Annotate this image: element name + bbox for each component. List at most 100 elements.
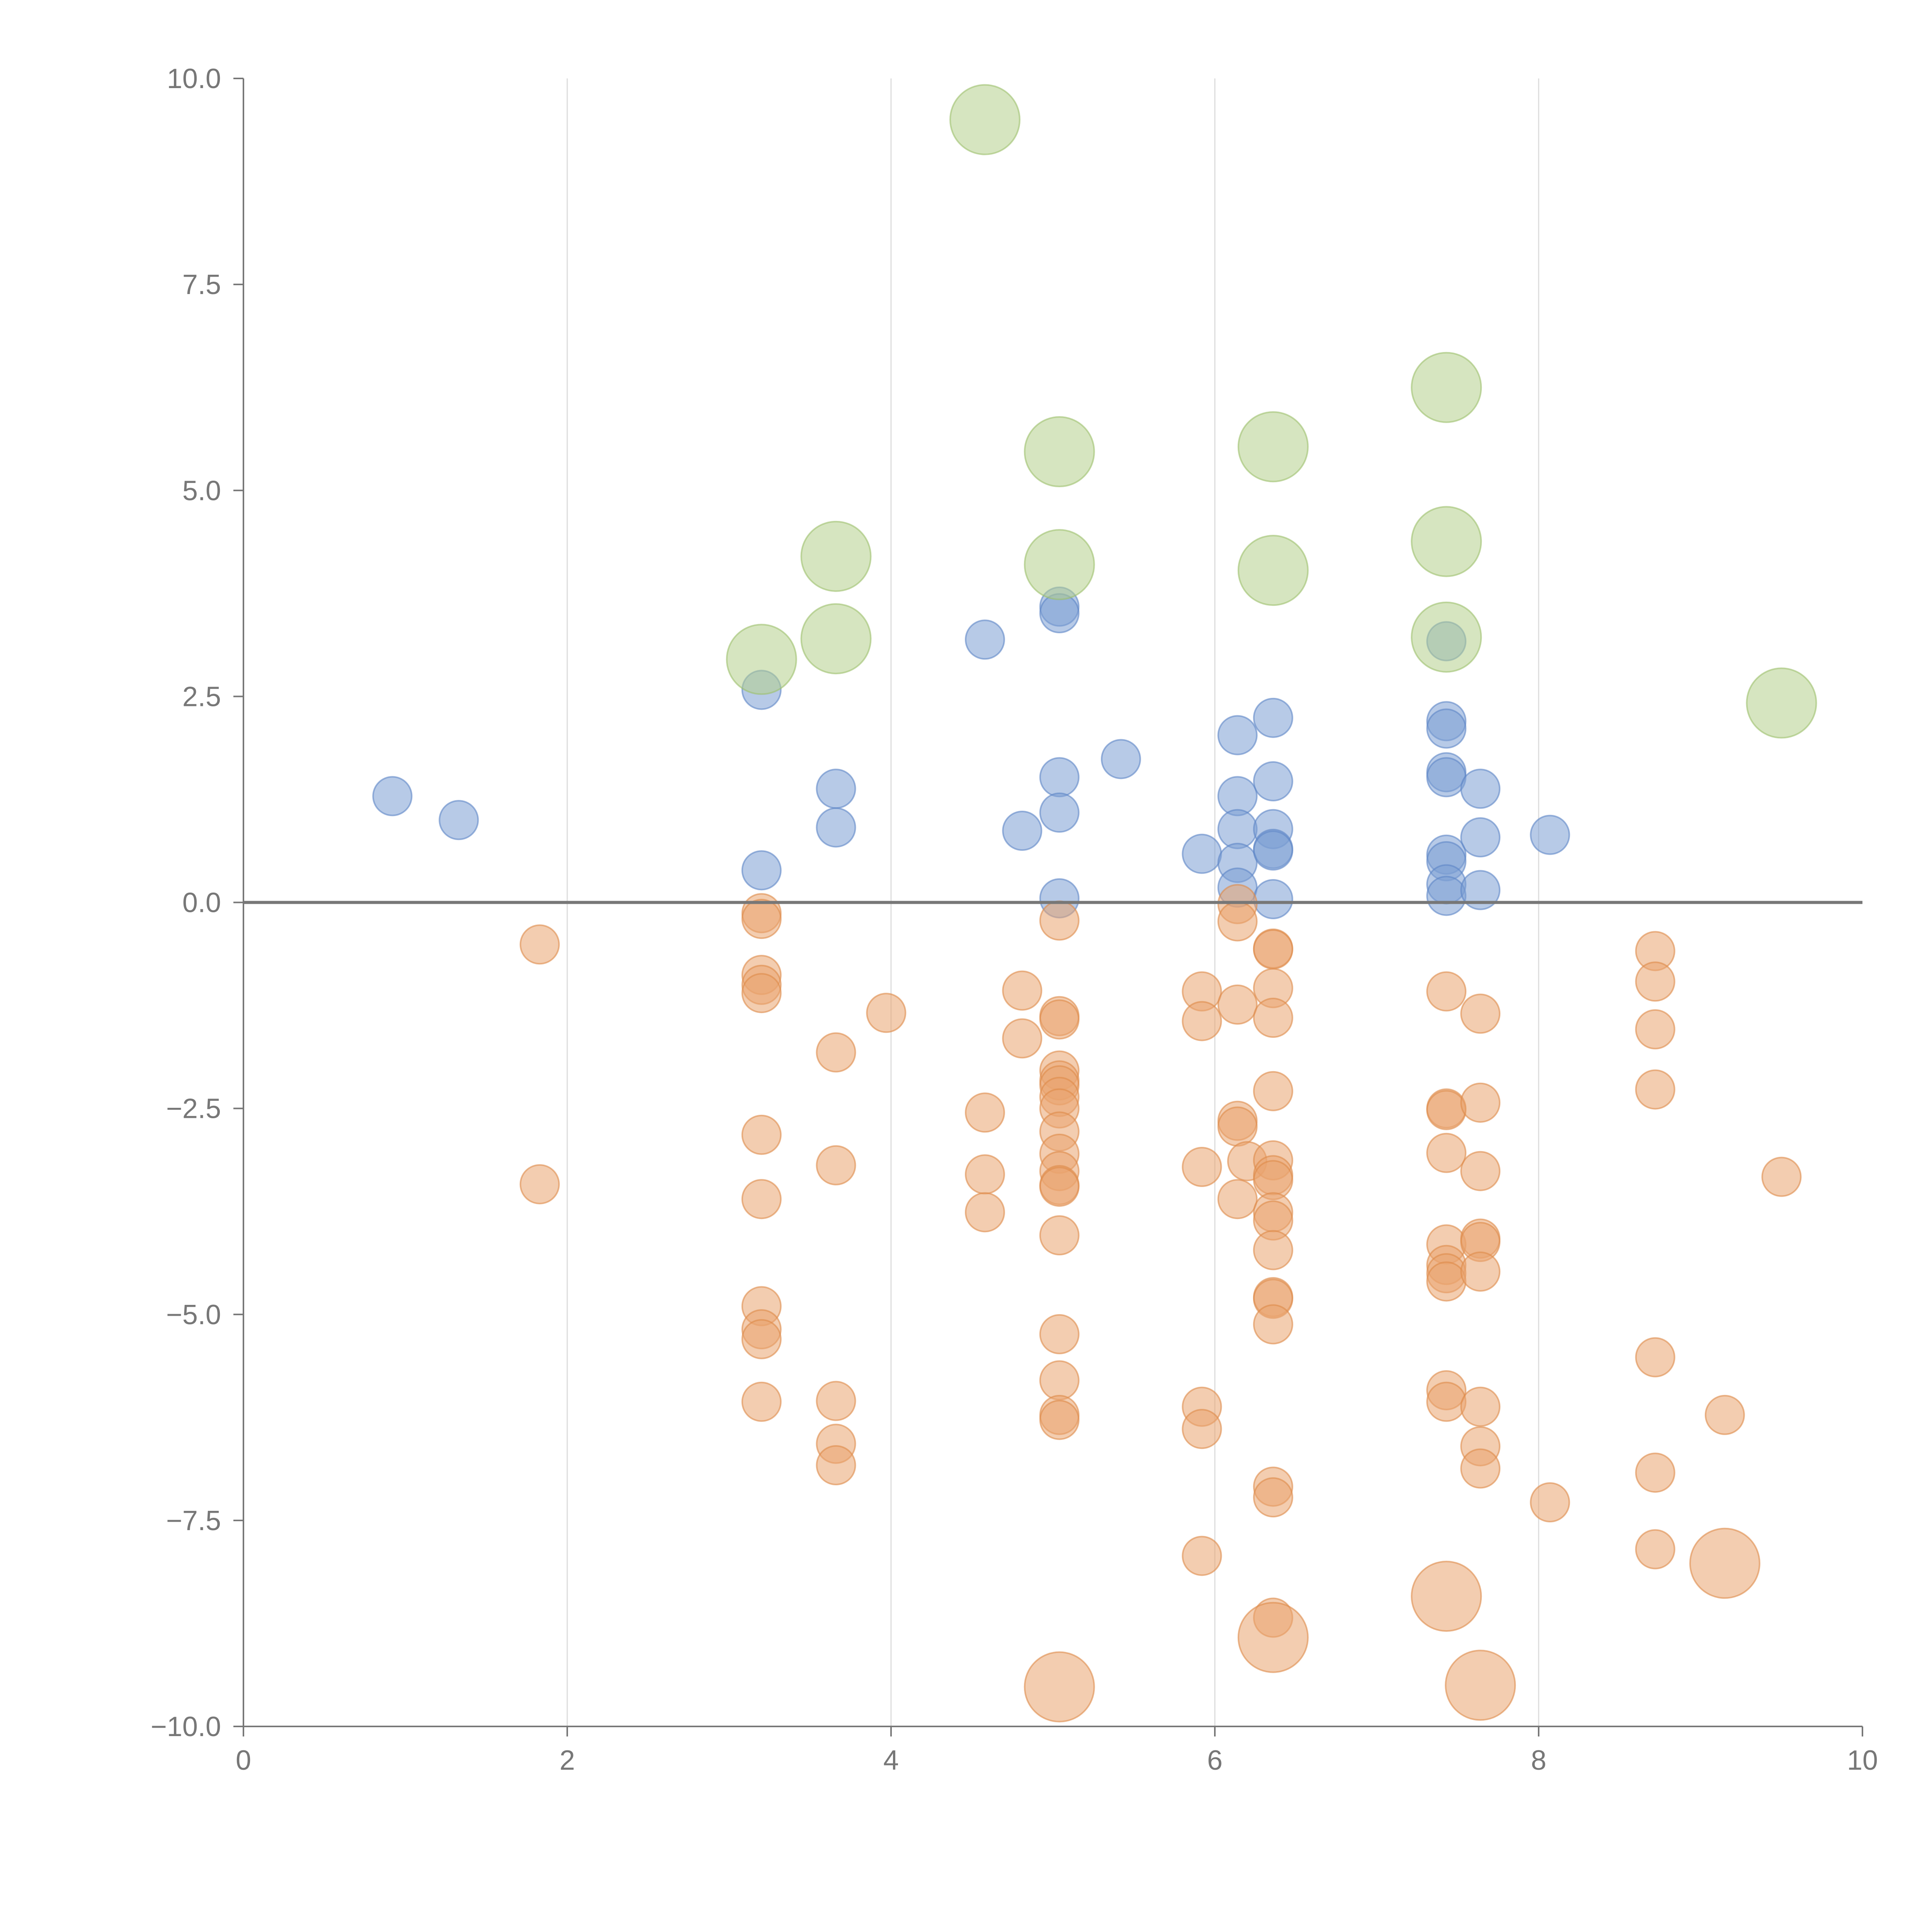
data-point-blue bbox=[1039, 793, 1080, 833]
data-point-blue bbox=[741, 850, 782, 891]
data-point-orange bbox=[1635, 1529, 1675, 1570]
data-point-orange bbox=[1635, 1069, 1675, 1110]
data-point-orange bbox=[816, 1445, 856, 1485]
y-tick-label: 10.0 bbox=[167, 63, 221, 94]
data-point-orange bbox=[741, 1381, 782, 1422]
data-point-orange bbox=[965, 1092, 1005, 1133]
data-point-green bbox=[1024, 529, 1095, 600]
data-point-orange bbox=[1460, 993, 1501, 1034]
data-point-green bbox=[800, 520, 872, 592]
data-point-blue bbox=[816, 807, 856, 848]
data-point-orange bbox=[1002, 970, 1043, 1011]
data-point-orange bbox=[1217, 1106, 1258, 1147]
data-point-orange bbox=[1039, 1314, 1080, 1354]
data-point-orange bbox=[1039, 1215, 1080, 1256]
data-point-blue bbox=[1460, 870, 1501, 910]
data-point-green bbox=[1411, 601, 1482, 673]
data-point-orange-large bbox=[1445, 1650, 1516, 1721]
data-point-orange bbox=[1426, 1381, 1467, 1422]
y-tick-label: −5.0 bbox=[166, 1299, 221, 1330]
data-point-orange bbox=[1426, 971, 1467, 1012]
x-tick-label: 10 bbox=[1847, 1745, 1878, 1776]
data-point-blue bbox=[1426, 757, 1467, 798]
data-point-orange bbox=[1460, 1386, 1501, 1427]
data-point-orange bbox=[816, 1145, 856, 1185]
data-point-blue bbox=[1253, 879, 1293, 919]
data-point-orange bbox=[1039, 1360, 1080, 1401]
data-point-blue bbox=[1217, 715, 1258, 755]
data-point-orange bbox=[1253, 1230, 1293, 1270]
x-tick-label: 8 bbox=[1531, 1745, 1546, 1776]
data-point-orange bbox=[1530, 1482, 1570, 1522]
axis-layer: 0 2 4 6 8 10 10.0 7.5 5.0 2.5 0.0 −2.5 −5.0 −7.5 −10.0 bbox=[151, 63, 1878, 1776]
data-point-blue bbox=[1530, 815, 1570, 855]
data-point-blue bbox=[1182, 833, 1222, 874]
data-point-orange bbox=[519, 1164, 560, 1204]
data-point-green bbox=[1411, 352, 1482, 423]
marks-layer bbox=[372, 84, 1817, 1723]
data-point-orange bbox=[1182, 1536, 1222, 1576]
data-point-blue bbox=[965, 619, 1005, 660]
data-point-orange bbox=[1253, 1071, 1293, 1111]
data-point-orange bbox=[1182, 1147, 1222, 1187]
data-point-orange bbox=[965, 1154, 1005, 1195]
data-point-orange bbox=[1460, 1151, 1501, 1191]
y-tick-label: −7.5 bbox=[166, 1505, 221, 1536]
data-point-green bbox=[1237, 535, 1309, 606]
data-point-orange bbox=[741, 1319, 782, 1359]
y-tick-label: 5.0 bbox=[182, 475, 221, 506]
data-point-blue bbox=[1253, 830, 1293, 871]
data-point-orange bbox=[1761, 1156, 1802, 1197]
data-point-orange-large bbox=[1689, 1527, 1760, 1599]
data-point-green bbox=[1746, 667, 1817, 739]
data-point-orange bbox=[1460, 1251, 1501, 1292]
data-point-orange bbox=[1253, 929, 1293, 970]
data-point-blue bbox=[1002, 810, 1043, 851]
data-point-orange bbox=[1182, 1409, 1222, 1449]
data-point-orange bbox=[1635, 1452, 1675, 1493]
data-point-blue bbox=[439, 800, 479, 840]
data-point-orange bbox=[866, 993, 906, 1033]
data-point-orange-large bbox=[1411, 1561, 1482, 1632]
data-point-orange bbox=[1426, 1090, 1467, 1130]
data-point-orange bbox=[1039, 900, 1080, 941]
data-point-blue bbox=[1253, 697, 1293, 738]
x-tick-label: 4 bbox=[883, 1745, 899, 1776]
data-point-orange bbox=[1253, 1477, 1293, 1518]
data-point-orange bbox=[741, 899, 782, 939]
y-tick-label: 0.0 bbox=[182, 888, 221, 918]
data-point-blue bbox=[1217, 809, 1258, 849]
data-point-orange bbox=[1460, 1448, 1501, 1489]
data-point-orange bbox=[741, 1114, 782, 1155]
data-point-orange bbox=[1039, 1400, 1080, 1440]
data-point-orange bbox=[1217, 1179, 1258, 1219]
data-point-orange bbox=[741, 1179, 782, 1219]
data-point-orange bbox=[1460, 1082, 1501, 1123]
data-point-green bbox=[1024, 416, 1095, 488]
data-point-orange bbox=[1426, 1133, 1467, 1173]
data-point-orange bbox=[1253, 998, 1293, 1038]
data-point-orange bbox=[1217, 901, 1258, 942]
y-tick-label: 7.5 bbox=[182, 269, 221, 300]
data-point-green bbox=[726, 624, 797, 695]
data-point-orange-large bbox=[1237, 1602, 1309, 1673]
x-tick-label: 6 bbox=[1207, 1745, 1223, 1776]
data-point-orange-large bbox=[1024, 1651, 1095, 1723]
data-point-blue bbox=[816, 769, 856, 809]
data-point-blue bbox=[1460, 817, 1501, 858]
data-point-green bbox=[800, 603, 872, 675]
data-point-orange bbox=[1039, 1167, 1080, 1207]
data-point-green bbox=[949, 84, 1021, 155]
data-point-orange bbox=[1253, 1304, 1293, 1345]
data-point-green bbox=[1411, 506, 1482, 577]
data-point-orange bbox=[1635, 1337, 1675, 1378]
data-point-orange bbox=[816, 1032, 856, 1073]
y-tick-label: −10.0 bbox=[151, 1711, 221, 1742]
data-point-orange bbox=[1039, 999, 1080, 1040]
data-point-blue bbox=[1039, 757, 1080, 798]
data-point-blue bbox=[1460, 769, 1501, 809]
data-point-blue bbox=[1253, 761, 1293, 802]
x-tick-label: 2 bbox=[560, 1745, 575, 1776]
data-point-blue bbox=[1100, 739, 1141, 779]
